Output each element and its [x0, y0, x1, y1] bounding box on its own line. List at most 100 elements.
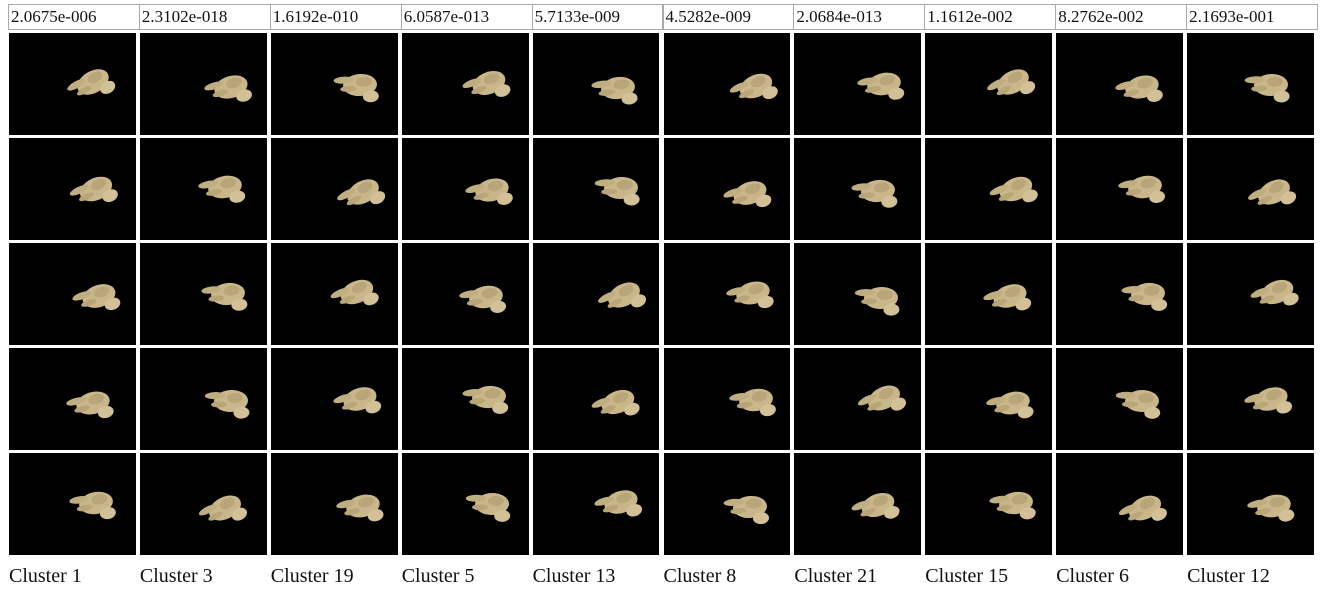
hand-image — [402, 33, 529, 135]
hand-image — [271, 138, 398, 240]
hand — [794, 348, 921, 450]
hand-image — [794, 138, 921, 240]
hand — [1056, 348, 1183, 450]
hand — [1187, 138, 1314, 240]
score-cell: 8.2762e-002 — [1055, 4, 1187, 30]
hand-image — [664, 348, 791, 450]
score-cell: 2.3102e-018 — [139, 4, 271, 30]
hand-image — [9, 33, 136, 135]
hand — [140, 138, 267, 240]
hand-image — [533, 33, 660, 135]
figure: 2.0675e-006 — [0, 0, 1323, 597]
hand-image — [794, 243, 921, 345]
hand-image — [1187, 348, 1314, 450]
hand-image — [402, 243, 529, 345]
hand-image — [925, 33, 1052, 135]
score-cell: 2.1693e-001 — [1186, 4, 1318, 30]
hand — [271, 138, 398, 240]
hand — [9, 243, 136, 345]
hand-image — [794, 453, 921, 555]
hand — [140, 243, 267, 345]
hand — [664, 243, 791, 345]
hand — [925, 453, 1052, 555]
cluster-label: Cluster 5 — [402, 565, 475, 588]
hand-image — [9, 138, 136, 240]
hand-image — [794, 33, 921, 135]
hand — [140, 348, 267, 450]
hand-image — [533, 138, 660, 240]
hand — [271, 453, 398, 555]
hand-image — [1056, 33, 1183, 135]
hand-image — [140, 348, 267, 450]
hand — [794, 138, 921, 240]
hand — [1187, 453, 1314, 555]
hand-image — [925, 453, 1052, 555]
hand-image — [140, 243, 267, 345]
hand-image — [9, 453, 136, 555]
hand-image — [1187, 243, 1314, 345]
score-cell: 6.0587e-013 — [401, 4, 533, 30]
hand — [925, 243, 1052, 345]
hand-image — [271, 33, 398, 135]
hand — [271, 243, 398, 345]
hand — [140, 453, 267, 555]
hand — [402, 348, 529, 450]
cluster-label: Cluster 15 — [925, 565, 1008, 588]
hand — [533, 453, 660, 555]
hand — [533, 138, 660, 240]
hand — [402, 33, 529, 135]
hand-image — [140, 138, 267, 240]
hand — [271, 33, 398, 135]
score-cell: 4.5282e-009 — [663, 4, 795, 30]
hand — [1056, 138, 1183, 240]
hand-image — [1187, 138, 1314, 240]
hand — [664, 138, 791, 240]
cluster-label: Cluster 6 — [1056, 565, 1129, 588]
hand-image — [271, 348, 398, 450]
hand-image — [664, 453, 791, 555]
cluster-label: Cluster 12 — [1187, 565, 1270, 588]
cluster-label: Cluster 8 — [664, 565, 737, 588]
hand — [1056, 33, 1183, 135]
cluster-label: Cluster 19 — [271, 565, 354, 588]
hand — [140, 33, 267, 135]
hand — [402, 243, 529, 345]
score-cell: 1.1612e-002 — [924, 4, 1056, 30]
hand — [533, 243, 660, 345]
hand-image — [664, 33, 791, 135]
hand — [794, 243, 921, 345]
hand — [1187, 33, 1314, 135]
hand — [664, 33, 791, 135]
hand — [1187, 243, 1314, 345]
hand-image — [271, 243, 398, 345]
hand-image — [925, 243, 1052, 345]
hand-image — [533, 453, 660, 555]
hand-image — [1187, 33, 1314, 135]
hand — [1056, 453, 1183, 555]
score-cell: 5.7133e-009 — [532, 4, 664, 30]
hand — [9, 348, 136, 450]
hand-image — [402, 348, 529, 450]
hand-image — [925, 138, 1052, 240]
hand — [1056, 243, 1183, 345]
hand — [794, 33, 921, 135]
hand-image — [794, 348, 921, 450]
hand-image — [402, 453, 529, 555]
hand-image — [402, 138, 529, 240]
hand — [402, 453, 529, 555]
hand — [533, 33, 660, 135]
cluster-label: Cluster 3 — [140, 565, 213, 588]
hand-image — [1056, 243, 1183, 345]
score-cell: 1.6192e-010 — [270, 4, 402, 30]
hand — [664, 348, 791, 450]
score-cell: 2.0675e-006 — [8, 4, 140, 30]
hand-image — [533, 243, 660, 345]
hand — [1187, 348, 1314, 450]
hand-image — [664, 138, 791, 240]
hand — [925, 138, 1052, 240]
hand — [402, 138, 529, 240]
hand — [9, 33, 136, 135]
hand — [9, 453, 136, 555]
hand-image — [140, 453, 267, 555]
score-cell: 2.0684e-013 — [793, 4, 925, 30]
